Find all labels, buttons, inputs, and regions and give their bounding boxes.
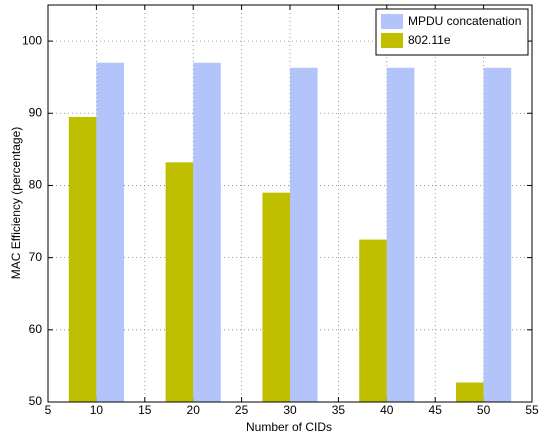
plot-frame [47,4,533,403]
y-axis-label: MAC Efficiency (percentage) [9,127,23,280]
x-tick-label: 55 [525,403,539,417]
y-tick-label: 50 [29,394,43,408]
legend-swatch [381,14,403,29]
bar [193,62,221,402]
y-tick-label: 90 [29,105,43,119]
bar [386,67,415,402]
x-tick-label: 30 [283,403,297,417]
y-tick-label: 70 [29,250,43,264]
x-tick-label: 50 [477,403,491,417]
legend-label: MPDU concatenation [408,14,521,28]
x-tick-label: 5 [45,403,52,417]
x-axis-label: Number of CIDs [246,420,332,434]
bar [96,62,124,402]
bar [359,239,387,402]
bar [483,67,512,402]
x-tick-label: 20 [187,403,201,417]
x-tick-label: 15 [138,403,152,417]
y-tick-label: 60 [29,322,43,336]
x-tick-label: 35 [332,403,346,417]
y-tick-label: 80 [29,178,43,192]
bar [68,116,97,402]
x-tick-label: 45 [429,403,443,417]
y-tick-label: 100 [22,33,42,47]
bar [262,192,290,402]
bar [165,162,194,402]
x-tick-label: 10 [90,403,104,417]
legend-swatch [381,33,403,48]
legend-label: 802.11e [408,33,451,47]
bar [290,67,318,402]
x-tick-label: 40 [380,403,394,417]
bar [456,382,484,402]
x-tick-label: 25 [235,403,249,417]
